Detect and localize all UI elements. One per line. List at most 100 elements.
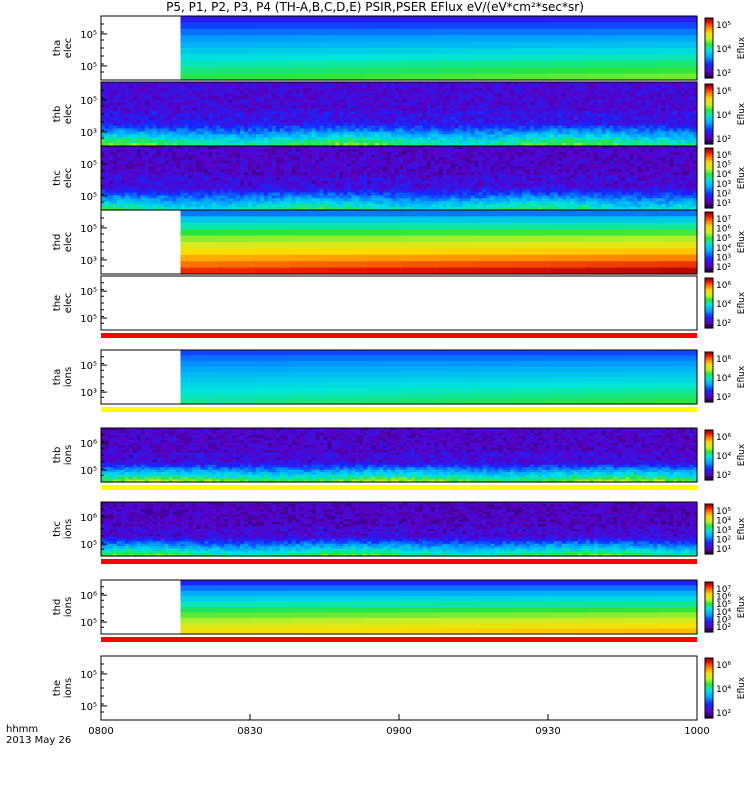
spectrogram-cell — [470, 82, 476, 86]
spectrogram-cell — [625, 82, 631, 86]
spectrogram-cell — [364, 73, 403, 81]
spectrogram-cell — [311, 93, 317, 98]
spectrogram-cell — [486, 96, 491, 101]
spectrogram-cell — [108, 90, 114, 95]
spectrogram-cell — [275, 90, 281, 95]
spectrogram-cell — [295, 96, 301, 101]
spectrogram-cell — [299, 96, 305, 101]
spectrogram-cell — [172, 84, 178, 89]
spectrogram-cell — [303, 99, 309, 103]
spectrogram-cell — [144, 99, 150, 103]
spectrogram-cell — [677, 84, 682, 89]
spectrogram-cell — [379, 82, 384, 86]
spectrogram-cell — [328, 67, 366, 75]
spectrogram-cell — [200, 99, 205, 103]
spectrogram-cell — [482, 82, 488, 86]
spectrogram-cell — [601, 82, 607, 86]
spectrogram-cell — [295, 99, 301, 103]
spectrogram-cell — [475, 35, 514, 43]
spectrogram-cell — [438, 35, 477, 43]
spectrogram-cell — [581, 90, 587, 95]
spectrogram-cell — [553, 90, 559, 95]
spectrogram-cell — [438, 73, 477, 81]
spectrogram-cell — [319, 84, 325, 89]
spectrogram-cell — [399, 82, 404, 86]
spectrogram-cell — [498, 90, 503, 95]
spectrogram-cell — [254, 35, 292, 43]
spectrogram-cell — [406, 87, 412, 92]
spectrogram-cell — [188, 96, 193, 101]
spectrogram-cell — [248, 96, 253, 101]
spectrogram-cell — [160, 87, 166, 92]
spectrogram-cell — [287, 82, 293, 86]
spectrogram-cell — [565, 90, 571, 95]
spectrogram-cell — [498, 82, 503, 86]
spectrogram-cell — [283, 87, 289, 92]
spectrogram-cell — [319, 99, 325, 103]
spectrogram-cell — [263, 90, 269, 95]
spectrogram-cell — [299, 90, 305, 95]
spectrogram-cell — [660, 41, 698, 49]
spectrogram-cell — [144, 93, 150, 98]
spectrogram-cell — [371, 96, 376, 101]
spectrogram-cell — [224, 96, 229, 101]
spectrogram-cell — [605, 87, 611, 92]
spectrogram-cell — [172, 87, 178, 92]
spectrogram-cell — [383, 90, 388, 95]
spectrogram-cell — [410, 87, 416, 92]
spectrogram-cell — [418, 90, 424, 95]
spectrogram-cell — [371, 84, 376, 89]
spectrogram-cell — [364, 54, 403, 62]
spectrogram-cell — [538, 82, 543, 86]
spectrogram-cell — [470, 96, 476, 101]
spectrogram-cell — [617, 93, 623, 98]
spectrogram-cell — [401, 73, 440, 81]
spectrogram-cell — [295, 84, 301, 89]
spectrogram-cell — [232, 90, 237, 95]
spectrogram-cell — [621, 93, 627, 98]
spectrogram-cell — [586, 41, 624, 49]
spectrogram-cell — [434, 82, 440, 86]
spectrogram-cell — [152, 93, 158, 98]
spectrogram-cell — [204, 87, 209, 92]
spectrogram-cell — [176, 82, 182, 86]
spectrogram-cell — [208, 84, 213, 89]
spectrogram-cell — [466, 90, 472, 95]
spectrogram-cell — [101, 84, 106, 89]
spectrogram-cell — [236, 99, 241, 103]
spectrogram-cell — [160, 96, 166, 101]
spectrogram-cell — [573, 84, 579, 89]
spectrogram-cell — [629, 82, 635, 86]
spectrogram-cell — [581, 96, 587, 101]
spectrogram-cell — [526, 90, 531, 95]
spectrogram-cell — [351, 87, 356, 92]
spectrogram-cell — [254, 73, 292, 81]
spectrogram-cell — [104, 96, 110, 101]
spectrogram-cell — [593, 96, 599, 101]
spectrogram-cell — [589, 87, 595, 92]
spectrogram-cell — [401, 60, 440, 68]
colorbar-segment — [705, 63, 713, 66]
spectrogram-cell — [224, 87, 229, 92]
spectrogram-cell — [526, 82, 531, 86]
spectrogram-cell — [311, 87, 317, 92]
spectrogram-cell — [406, 90, 412, 95]
spectrogram-cell — [475, 28, 514, 36]
spectrogram-cell — [196, 90, 201, 95]
spectrogram-cell — [104, 93, 110, 98]
spectrogram-cell — [512, 16, 551, 23]
spectrogram-cell — [689, 82, 694, 86]
spectrogram-cell — [494, 90, 499, 95]
spectrogram-cell — [478, 84, 484, 89]
spectrogram-cell — [287, 99, 293, 103]
spectrogram-cell — [414, 93, 420, 98]
spectrogram-cell — [371, 93, 376, 98]
spectrogram-cell — [307, 87, 313, 92]
spectrogram-cell — [490, 82, 495, 86]
spectrogram-cell — [561, 82, 567, 86]
spectrogram-cell — [613, 84, 619, 89]
y-tick-label: 10⁵ — [80, 96, 97, 107]
spectrogram-cell — [208, 96, 213, 101]
spectrogram-cell — [557, 93, 563, 98]
spectrogram-cell — [585, 93, 591, 98]
